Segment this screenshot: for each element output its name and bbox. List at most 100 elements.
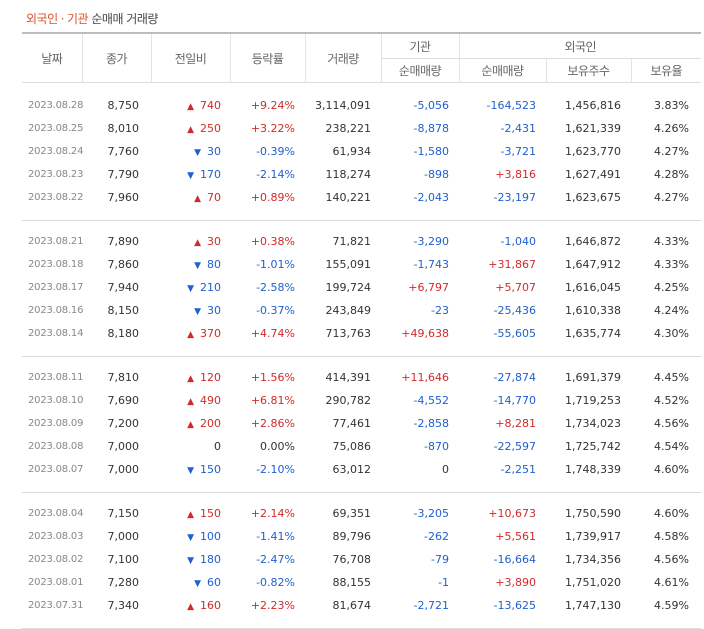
close-cell: 7,760	[107, 145, 140, 158]
date-cell: 2023.08.16	[28, 305, 84, 316]
arrow-down-icon: ▼	[187, 533, 194, 543]
group-divider	[22, 209, 701, 221]
frgn-ratio-cell: 4.60%	[654, 463, 689, 476]
rate-cell: -0.82%	[256, 576, 295, 589]
change-cell: ▼ 150	[151, 458, 230, 481]
volume-cell: 155,091	[325, 258, 372, 271]
table-row: 2023.08.28 8,750 ▲ 740 +9.24% 3,114,091 -5,056…	[22, 94, 701, 117]
volume-cell: 75,086	[332, 440, 372, 453]
frgn-ratio-cell: 4.54%	[654, 440, 689, 453]
change-value: 120	[200, 371, 221, 384]
spacer-cell	[22, 493, 701, 503]
inst-net-cell: -4,552	[413, 394, 449, 407]
close-cell: 7,790	[107, 168, 140, 181]
change-cell: ▲ 70	[151, 186, 230, 209]
header-date: 날짜	[22, 33, 82, 83]
table-row: 2023.08.22 7,960 ▲ 70 +0.89% 140,221 -2,043 -23…	[22, 186, 701, 209]
frgn-net-cell: +3,890	[495, 576, 536, 589]
rate-cell: +0.89%	[250, 191, 295, 204]
volume-cell: 243,849	[325, 304, 372, 317]
frgn-net-cell: -13,625	[493, 599, 536, 612]
arrow-up-icon: ▲	[187, 374, 194, 384]
frgn-ratio-cell: 4.33%	[654, 258, 689, 271]
inst-net-cell: -2,858	[413, 417, 449, 430]
frgn-net-cell: -1,040	[500, 235, 536, 248]
inst-net-cell: -5,056	[413, 99, 449, 112]
header-institution: 기관	[380, 33, 459, 59]
frgn-net-cell: -164,523	[486, 99, 536, 112]
frgn-hold-cell: 1,616,045	[565, 281, 621, 294]
frgn-hold-cell: 1,627,491	[565, 168, 621, 181]
rate-cell: +6.81%	[250, 394, 295, 407]
table-row: 2023.08.10 7,690 ▲ 490 +6.81% 290,782 -4,552 -1…	[22, 389, 701, 412]
title-suffix: 순매매 거래량	[91, 12, 158, 26]
rate-cell: -2.47%	[256, 553, 295, 566]
date-cell: 2023.08.04	[28, 508, 84, 519]
frgn-hold-cell: 1,750,590	[565, 507, 621, 520]
inst-net-cell: -79	[431, 553, 449, 566]
date-cell: 2023.08.17	[28, 282, 84, 293]
frgn-hold-cell: 1,725,742	[565, 440, 621, 453]
arrow-down-icon: ▼	[187, 466, 194, 476]
change-cell: 0	[151, 435, 230, 458]
inst-net-cell: -1,580	[413, 145, 449, 158]
change-cell: ▼ 60	[151, 571, 230, 594]
volume-cell: 3,114,091	[315, 99, 371, 112]
arrow-up-icon: ▲	[187, 125, 194, 135]
frgn-net-cell: -23,197	[493, 191, 536, 204]
arrow-down-icon: ▼	[194, 579, 201, 589]
table-row: 2023.08.09 7,200 ▲ 200 +2.86% 77,461 -2,858 +8,…	[22, 412, 701, 435]
close-cell: 7,940	[107, 281, 140, 294]
rate-cell: +0.38%	[250, 235, 295, 248]
frgn-hold-cell: 1,621,339	[565, 122, 621, 135]
frgn-net-cell: -3,721	[500, 145, 536, 158]
frgn-net-cell: -55,605	[493, 327, 536, 340]
inst-net-cell: +6,797	[408, 281, 449, 294]
rate-cell: +4.74%	[250, 327, 295, 340]
date-cell: 2023.08.24	[28, 146, 84, 157]
frgn-ratio-cell: 4.56%	[654, 417, 689, 430]
header-frgn-ratio: 보유율	[630, 58, 701, 83]
close-cell: 7,690	[107, 394, 140, 407]
frgn-hold-cell: 1,734,023	[565, 417, 621, 430]
inst-net-cell: -2,721	[413, 599, 449, 612]
arrow-up-icon: ▲	[187, 102, 194, 112]
change-cell: ▲ 200	[151, 412, 230, 435]
inst-net-cell: -1	[438, 576, 449, 589]
frgn-ratio-cell: 4.58%	[654, 530, 689, 543]
trading-table: 날짜 종가 전일비 등락률 거래량 기관 외국인 순매매량 순매매량 보유주수 …	[22, 32, 701, 629]
change-value: 60	[207, 576, 221, 589]
date-cell: 2023.08.25	[28, 123, 84, 134]
rate-cell: 0.00%	[260, 440, 295, 453]
close-cell: 7,860	[107, 258, 140, 271]
frgn-net-cell: -2,251	[500, 463, 536, 476]
volume-cell: 414,391	[325, 371, 372, 384]
volume-cell: 238,221	[325, 122, 372, 135]
close-cell: 7,000	[107, 440, 140, 453]
frgn-net-cell: -2,431	[500, 122, 536, 135]
inst-net-cell: -262	[424, 530, 449, 543]
change-value: 160	[200, 599, 221, 612]
frgn-ratio-cell: 4.27%	[654, 191, 689, 204]
volume-cell: 71,821	[332, 235, 372, 248]
rate-cell: +2.23%	[250, 599, 295, 612]
volume-cell: 76,708	[332, 553, 372, 566]
inst-net-cell: -898	[424, 168, 449, 181]
change-cell: ▼ 30	[151, 140, 230, 163]
frgn-net-cell: -27,874	[493, 371, 536, 384]
title-institution: 기관	[66, 12, 89, 26]
rate-cell: +2.14%	[250, 507, 295, 520]
volume-cell: 89,796	[332, 530, 372, 543]
title-foreign: 외국인	[26, 12, 58, 26]
volume-cell: 63,012	[332, 463, 372, 476]
table-row: 2023.08.16 8,150 ▼ 30 -0.37% 243,849 -23 -25,43…	[22, 299, 701, 322]
volume-cell: 88,155	[332, 576, 372, 589]
group-divider	[22, 345, 701, 357]
inst-net-cell: -870	[424, 440, 449, 453]
frgn-net-cell: +8,281	[495, 417, 536, 430]
arrow-down-icon: ▼	[194, 307, 201, 317]
date-cell: 2023.08.01	[28, 577, 84, 588]
close-cell: 7,100	[107, 553, 140, 566]
frgn-hold-cell: 1,734,356	[565, 553, 621, 566]
change-cell: ▲ 160	[151, 594, 230, 617]
